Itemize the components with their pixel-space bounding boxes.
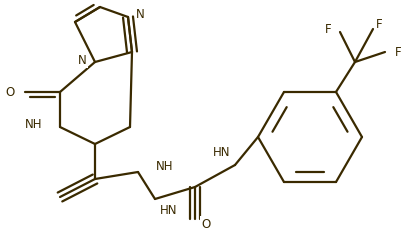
Text: O: O bbox=[201, 218, 210, 230]
Text: HN: HN bbox=[213, 146, 230, 160]
Text: NH: NH bbox=[25, 119, 42, 131]
Text: F: F bbox=[395, 45, 402, 59]
Text: N: N bbox=[78, 54, 87, 66]
Text: F: F bbox=[376, 18, 383, 30]
Text: N: N bbox=[136, 7, 145, 21]
Text: O: O bbox=[6, 85, 15, 99]
Text: NH: NH bbox=[156, 161, 173, 173]
Text: F: F bbox=[326, 22, 332, 36]
Text: HN: HN bbox=[160, 205, 178, 218]
